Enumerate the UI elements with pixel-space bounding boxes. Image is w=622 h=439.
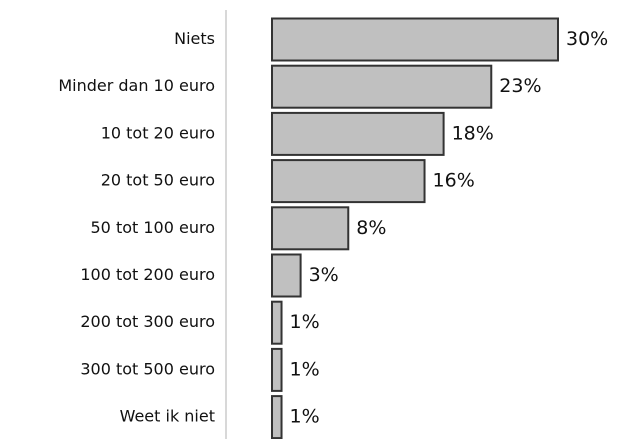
bar xyxy=(271,64,493,109)
category-label: Niets xyxy=(174,29,215,48)
value-label: 8% xyxy=(356,217,386,239)
value-label: 1% xyxy=(290,311,320,333)
value-label: 18% xyxy=(452,122,494,144)
category-label: Minder dan 10 euro xyxy=(58,76,215,95)
value-label: 16% xyxy=(433,170,475,192)
value-label: 23% xyxy=(499,75,541,97)
bar xyxy=(271,17,559,62)
bar xyxy=(271,206,350,251)
category-label: 100 tot 200 euro xyxy=(80,265,215,284)
bar xyxy=(271,253,302,298)
value-label: 3% xyxy=(309,264,339,286)
value-label: 1% xyxy=(290,358,320,380)
value-label: 1% xyxy=(290,406,320,428)
bar xyxy=(271,395,283,439)
bar xyxy=(271,300,283,345)
bar xyxy=(271,111,445,156)
category-label: 200 tot 300 euro xyxy=(80,312,215,331)
category-label: 20 tot 50 euro xyxy=(101,171,215,190)
category-label: 300 tot 500 euro xyxy=(80,359,215,378)
bar xyxy=(271,159,426,204)
category-label: 50 tot 100 euro xyxy=(91,218,216,237)
category-label: 10 tot 20 euro xyxy=(101,123,215,142)
category-label: Weet ik niet xyxy=(120,407,215,426)
value-label: 30% xyxy=(566,28,608,50)
bar xyxy=(271,347,283,392)
